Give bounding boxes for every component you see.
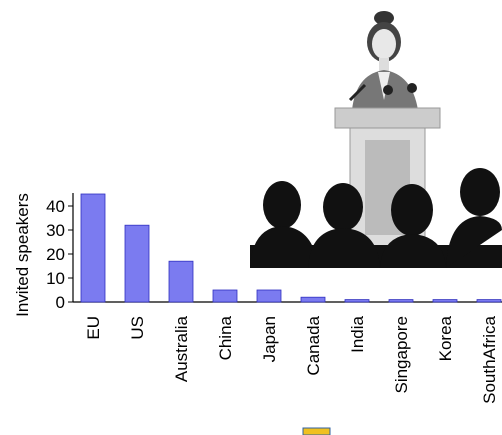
speaker-bun: [374, 11, 394, 25]
bar: [300, 296, 326, 303]
speaker-shirt: [378, 72, 390, 100]
y-tick-label: 20: [46, 245, 65, 264]
y-tick-label: 0: [56, 293, 65, 312]
bar: [168, 260, 194, 303]
x-tick-label: Korea: [436, 315, 455, 361]
y-tick-label: 10: [46, 269, 65, 288]
podium-top: [334, 107, 441, 129]
icon: [302, 427, 331, 435]
mic: [348, 83, 367, 102]
mic: [407, 83, 417, 93]
x-tick-label: EU: [84, 316, 103, 340]
y-tick-label: 40: [46, 197, 65, 216]
bar: [124, 224, 150, 303]
y-tick-label: 30: [46, 221, 65, 240]
x-tick-label: Singapore: [392, 316, 411, 394]
bar: [212, 289, 238, 303]
x-tick-label: India: [348, 315, 367, 352]
audience: [250, 168, 502, 268]
bar: [344, 299, 370, 303]
x-tick-label: Canada: [304, 315, 323, 375]
x-tick-label: SouthAfrica: [480, 315, 499, 403]
bar: [388, 299, 414, 303]
bar: [80, 193, 106, 303]
mic: [383, 85, 393, 95]
x-tick-label: Japan: [260, 316, 279, 362]
y-axis-label: Invited speakers: [13, 193, 32, 317]
speaker-neck: [379, 58, 389, 72]
bar: [476, 299, 502, 303]
x-tick-label: Australia: [172, 315, 191, 382]
x-tick-label: US: [128, 316, 147, 340]
speaker-face: [372, 29, 396, 59]
x-tick-label: China: [216, 315, 235, 360]
bar: [432, 299, 458, 303]
bar: [256, 289, 282, 303]
illustration: [250, 11, 502, 268]
